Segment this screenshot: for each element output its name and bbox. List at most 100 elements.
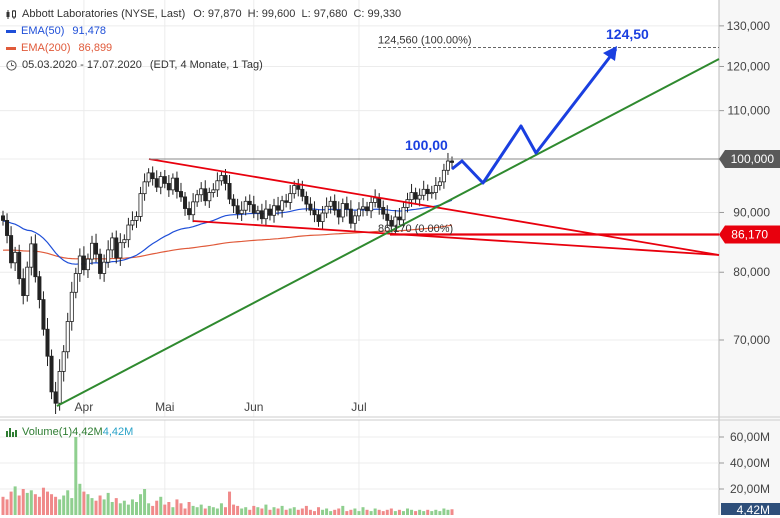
volume-bar (321, 509, 325, 515)
ema200-label: EMA(200) (21, 42, 71, 54)
candle-body-up (243, 200, 248, 211)
candle-body-down (381, 207, 386, 215)
candle-body-up (433, 185, 438, 193)
candle-body-up (429, 192, 434, 195)
volume-bar (389, 508, 393, 515)
candle (251, 195, 256, 219)
candle (417, 188, 422, 207)
volume-bar (304, 505, 308, 515)
volume-bar (337, 508, 341, 515)
candle (328, 196, 333, 214)
volume-bar (438, 511, 442, 515)
candle-body-down (308, 203, 313, 211)
candle-body-down (0, 215, 6, 221)
candle-body-up (239, 209, 244, 214)
volume-bar (268, 509, 272, 515)
volume-bar (385, 509, 389, 515)
candle-body-up (393, 216, 398, 227)
volume-bar (98, 495, 102, 515)
candle-body-down (17, 251, 22, 280)
target-price-label: 124,50 (606, 26, 649, 42)
candle (110, 232, 115, 258)
volume-bar (276, 508, 280, 515)
candle (183, 192, 188, 216)
volume-bar (406, 508, 410, 515)
candle-body-down (203, 188, 208, 202)
month-tick-label: Mai (155, 400, 174, 414)
legend-ema50-row: EMA(50) 91,478 (6, 23, 401, 40)
candle-body-up (134, 216, 139, 221)
candle (441, 163, 446, 189)
candle (187, 201, 192, 220)
volume-bar (248, 509, 252, 515)
candle-body-down (227, 183, 232, 200)
candle-body-down (37, 276, 42, 301)
candle (134, 211, 139, 228)
candle (421, 180, 426, 201)
candle (122, 234, 127, 249)
candle-body-down (21, 278, 26, 297)
price-tick-label: 110,000 (728, 104, 771, 118)
legend-range-row: 05.03.2020 - 17.07.2020 (EDT, 4 Monate, … (6, 57, 401, 74)
volume-bar (264, 504, 268, 515)
candle (267, 204, 272, 221)
price-tick-label: 120,000 (727, 59, 771, 73)
volume-bar (159, 496, 163, 515)
candle (41, 291, 46, 336)
candle-body-up (118, 242, 123, 259)
candle (61, 345, 66, 382)
volume-bar (232, 504, 236, 515)
volume-bar (62, 495, 66, 515)
candle-body-down (247, 200, 252, 206)
candle-body-down (267, 208, 272, 216)
candle-body-up (29, 243, 34, 268)
candle-body-down (413, 192, 418, 200)
candle-body-down (332, 200, 337, 211)
volume-bar (252, 505, 256, 515)
candle-body-up (110, 237, 115, 251)
candle (106, 240, 111, 268)
volume-bar (102, 499, 106, 515)
candle-body-up (195, 194, 200, 203)
candle (401, 202, 406, 228)
volume-icon (6, 427, 17, 437)
candle-body-up (356, 208, 361, 217)
candle (102, 254, 107, 282)
volume-bar (365, 509, 369, 515)
volume-bar (373, 508, 377, 515)
candle (304, 191, 309, 212)
volume-bar (280, 505, 284, 515)
volume-bar (134, 502, 138, 515)
candle-body-down (300, 188, 305, 197)
volume-bar (78, 483, 82, 515)
ema50-label: EMA(50) (21, 25, 65, 37)
candle (272, 198, 277, 223)
volume-bar (426, 509, 430, 515)
mid-price-label: 100,00 (405, 137, 448, 153)
price-tick-label: 70,000 (733, 333, 770, 347)
volume-bar (312, 511, 316, 515)
volume-bar (397, 509, 401, 515)
candle-body-down (449, 160, 454, 163)
candle-body-up (288, 193, 293, 203)
candle (344, 196, 349, 217)
volume-bar (94, 500, 98, 515)
candle (336, 201, 341, 225)
current-price-marker (719, 150, 780, 168)
candle (247, 194, 252, 212)
volume-bar (33, 494, 37, 515)
candle-body-up (130, 220, 135, 226)
candle-body-down (312, 209, 317, 216)
candle (21, 268, 26, 305)
candle (126, 217, 131, 248)
candle (445, 152, 450, 175)
volume-bar (207, 505, 211, 515)
volume-bar (292, 507, 296, 515)
candle-body-up (65, 321, 70, 353)
legend-title: Abbott Laboratories (NYSE, Last) (22, 8, 186, 20)
candle (53, 381, 58, 415)
volume-bar (1, 496, 5, 515)
volume-bar (345, 511, 349, 515)
volume-bar (244, 507, 248, 515)
candle-body-up (263, 208, 268, 220)
